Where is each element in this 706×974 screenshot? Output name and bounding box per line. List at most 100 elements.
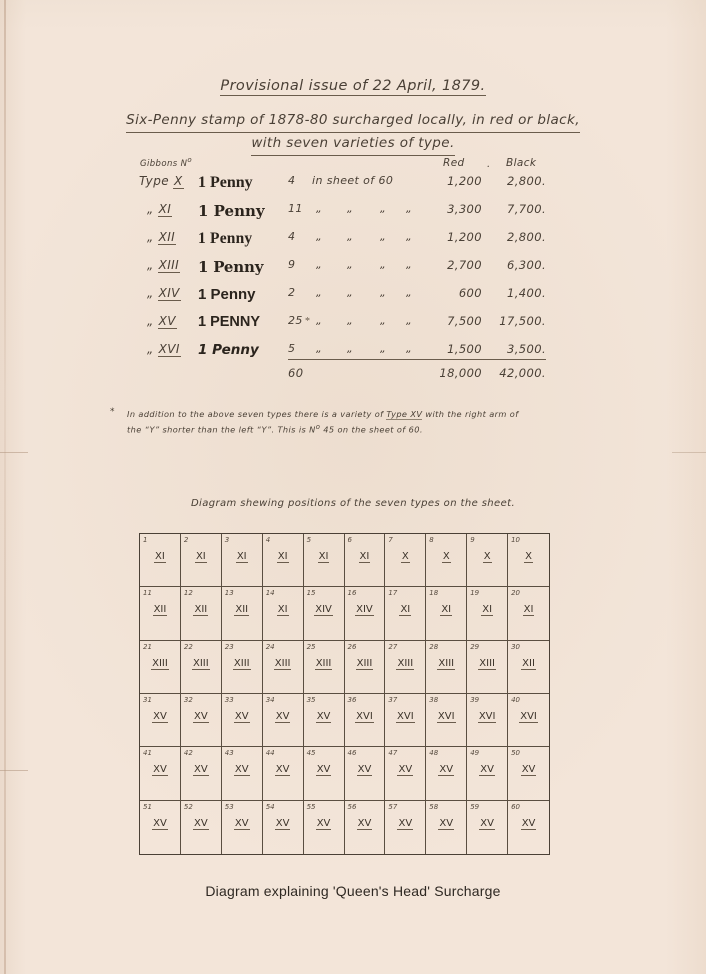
row-red-value: 2,700 [447, 258, 482, 272]
sheet-cell-number: 6 [347, 536, 352, 544]
sheet-cell-type: XII [521, 657, 536, 670]
sheet-cell-type: XV [192, 710, 209, 723]
row-black-value: 17,500. [499, 314, 546, 328]
sheet-cell-type: XVI [519, 710, 538, 723]
sheet-cell-number: 13 [224, 589, 234, 598]
sheet-cell-number: 34 [265, 695, 275, 704]
sheet-cell-type: XIII [478, 657, 496, 670]
sheet-cell-type: XV [274, 764, 291, 777]
sheet-cell-type: XI [399, 604, 412, 617]
column-header-separator-dot: . [487, 159, 491, 170]
row-type-cell: „ XV [139, 314, 221, 329]
sheet-cell-type: X [482, 551, 492, 563]
sheet-cell-number: 37 [388, 695, 398, 704]
sheet-cell-number: 10 [511, 536, 521, 544]
sheet-cell-type: XI [154, 551, 166, 563]
sheet-cell: 49 XV [467, 747, 509, 801]
sheet-cell: 41 XV [140, 747, 181, 801]
sheet-cell: 10 X [508, 534, 549, 588]
sheet-cell-type: XI [276, 551, 289, 563]
sheet-cell: 40 XVI [508, 694, 549, 748]
row-ditto-2: „ [347, 286, 354, 299]
sheet-cell-type: XI [235, 551, 248, 563]
sheet-cell-number: 39 [470, 695, 480, 704]
gibbons-number-header: Gibbons No [140, 156, 192, 169]
sheet-cell: 45 XV [303, 747, 345, 801]
row-ditto-4: „ [406, 286, 413, 299]
row-roman-numeral: XV [157, 314, 177, 329]
row-ditto-4: „ [406, 202, 413, 215]
sheet-cell-number: 53 [224, 802, 234, 811]
sheet-cell-number: 15 [306, 589, 316, 598]
sheet-cell-type: XV [152, 817, 168, 830]
row-ditto-4: „ [406, 230, 413, 243]
sheet-cell: 35 XV [303, 693, 345, 748]
row-type-label: „ [147, 286, 154, 300]
footnote-line2-part2: ”. This is N [266, 424, 316, 435]
row-black-value: 2,800. [507, 230, 546, 244]
sheet-cell: 32 XV [180, 693, 222, 748]
sheet-cell-number: 59 [470, 802, 480, 811]
row-roman-numeral: XVI [157, 342, 181, 357]
sheet-cell-number: 5 [306, 536, 312, 544]
sheet-cell-number: 47 [388, 749, 398, 758]
sheet-cell-number: 25 [306, 642, 316, 651]
column-header-black: Black [506, 157, 537, 169]
sheet-cell: 27 XIII [385, 640, 427, 694]
sheet-cell-number: 33 [224, 695, 234, 704]
sheet-cell-number: 7 [388, 536, 393, 544]
sheet-cell-number: 27 [388, 642, 398, 651]
sheet-cell: 48 XV [426, 747, 468, 801]
sheet-cell-type: XV [315, 817, 332, 830]
row-type-label: „ [147, 314, 154, 328]
row-roman-numeral: XIV [157, 286, 181, 301]
sheet-cell: 42 XV [180, 747, 222, 801]
margin-tick-right [672, 452, 706, 453]
sheet-cell: 59 XV [467, 800, 509, 854]
row-roman-numeral: XIII [157, 258, 181, 273]
row-ditto-3: „ [380, 286, 387, 299]
row-ditto-1: „ [316, 314, 323, 327]
sheet-cell: 46 XV [344, 747, 386, 801]
sheet-cell-number: 41 [143, 749, 152, 758]
sheet-cell-number: 28 [429, 642, 439, 651]
page-title: Provisional issue of 22 April, 1879. [0, 78, 706, 96]
sheet-cell-type: XV [315, 710, 332, 723]
sheet-cell-number: 20 [511, 589, 521, 598]
sheet-cell-number: 44 [265, 749, 275, 758]
sheet-cell-type: XII [152, 604, 168, 617]
sheet-cell-type: XI [358, 551, 371, 563]
sheet-cell: 3 XI [221, 534, 263, 588]
sheet-cell: 58 XV [426, 800, 468, 854]
sheet-cell-type: XV [520, 817, 537, 830]
sheet-cell-number: 23 [224, 642, 234, 651]
sheet-cell: 24 XIII [262, 640, 304, 694]
row-ditto-1: „ [316, 342, 323, 355]
row-ditto-2: „ [347, 258, 354, 271]
sheet-cell-number: 52 [183, 802, 193, 811]
table-row: „ XV 1 PENNY * 25 „ „ „ „ 7,500 17,500. [0, 314, 706, 342]
row-ditto-2: „ [347, 314, 354, 327]
table-row: „ XIII 1 Penny 9 „ „ „ „ 2,700 6,300. [0, 258, 706, 286]
sheet-cell-number: 11 [143, 589, 152, 598]
varieties-table: Type X 1 Penny 4 in sheet of 60 1,200 2,8… [0, 174, 706, 370]
sheet-cell-type: XIII [355, 657, 374, 670]
sheet-cell-type: XI [194, 551, 207, 563]
sheet-cell-number: 36 [347, 695, 357, 704]
sheet-cell: 47 XV [385, 747, 427, 801]
row-penny-specimen: 1 Penny [198, 258, 264, 276]
footnote-number-sup: o [315, 423, 321, 431]
sheet-cell-number: 58 [429, 802, 439, 811]
diagram-caption: Diagram shewing positions of the seven t… [190, 498, 516, 509]
sheet-cell: 15 XIV [303, 587, 345, 641]
row-black-value: 3,500. [507, 342, 546, 356]
sheet-cell: 25 XIII [303, 640, 345, 694]
row-ditto-1: „ [316, 286, 323, 299]
page-subtitle-line1: Six-Penny stamp of 1878-80 surcharged lo… [126, 110, 580, 133]
row-type-cell: Type X [139, 174, 221, 189]
sheet-cell-type: X [441, 551, 451, 563]
sheet-cell-number: 29 [470, 642, 480, 651]
sheet-cell-type: XIII [437, 657, 456, 670]
